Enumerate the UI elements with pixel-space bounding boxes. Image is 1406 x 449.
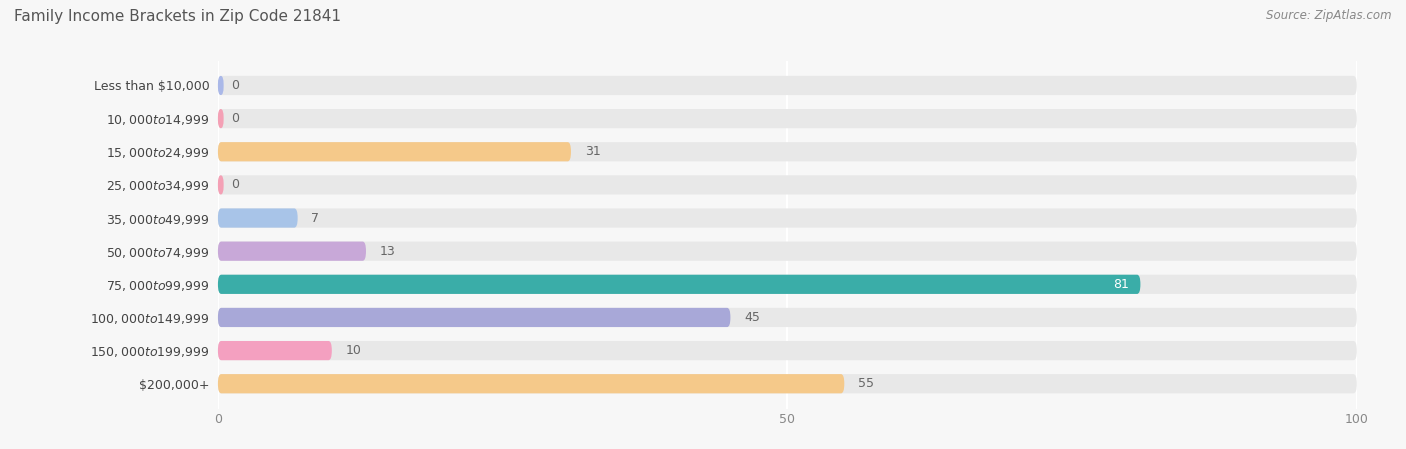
Text: 81: 81: [1114, 278, 1129, 291]
FancyBboxPatch shape: [218, 109, 1357, 128]
Text: 31: 31: [585, 145, 600, 158]
Text: 55: 55: [858, 377, 875, 390]
Text: Source: ZipAtlas.com: Source: ZipAtlas.com: [1267, 9, 1392, 22]
FancyBboxPatch shape: [218, 208, 298, 228]
FancyBboxPatch shape: [218, 142, 571, 161]
FancyBboxPatch shape: [218, 242, 1357, 261]
FancyBboxPatch shape: [218, 76, 224, 95]
Text: 13: 13: [380, 245, 395, 258]
FancyBboxPatch shape: [218, 308, 1357, 327]
Text: 7: 7: [311, 211, 319, 224]
FancyBboxPatch shape: [218, 275, 1357, 294]
FancyBboxPatch shape: [218, 208, 1357, 228]
FancyBboxPatch shape: [218, 175, 1357, 194]
FancyBboxPatch shape: [218, 341, 332, 360]
FancyBboxPatch shape: [218, 374, 1357, 393]
Text: 10: 10: [346, 344, 361, 357]
FancyBboxPatch shape: [218, 242, 366, 261]
FancyBboxPatch shape: [218, 275, 1140, 294]
Text: 45: 45: [744, 311, 761, 324]
Text: 0: 0: [232, 79, 239, 92]
FancyBboxPatch shape: [218, 175, 224, 194]
FancyBboxPatch shape: [218, 341, 1357, 360]
Text: 0: 0: [232, 178, 239, 191]
FancyBboxPatch shape: [218, 109, 224, 128]
Text: 0: 0: [232, 112, 239, 125]
Text: Family Income Brackets in Zip Code 21841: Family Income Brackets in Zip Code 21841: [14, 9, 342, 24]
FancyBboxPatch shape: [218, 142, 1357, 161]
FancyBboxPatch shape: [218, 76, 1357, 95]
FancyBboxPatch shape: [218, 308, 731, 327]
FancyBboxPatch shape: [218, 374, 844, 393]
